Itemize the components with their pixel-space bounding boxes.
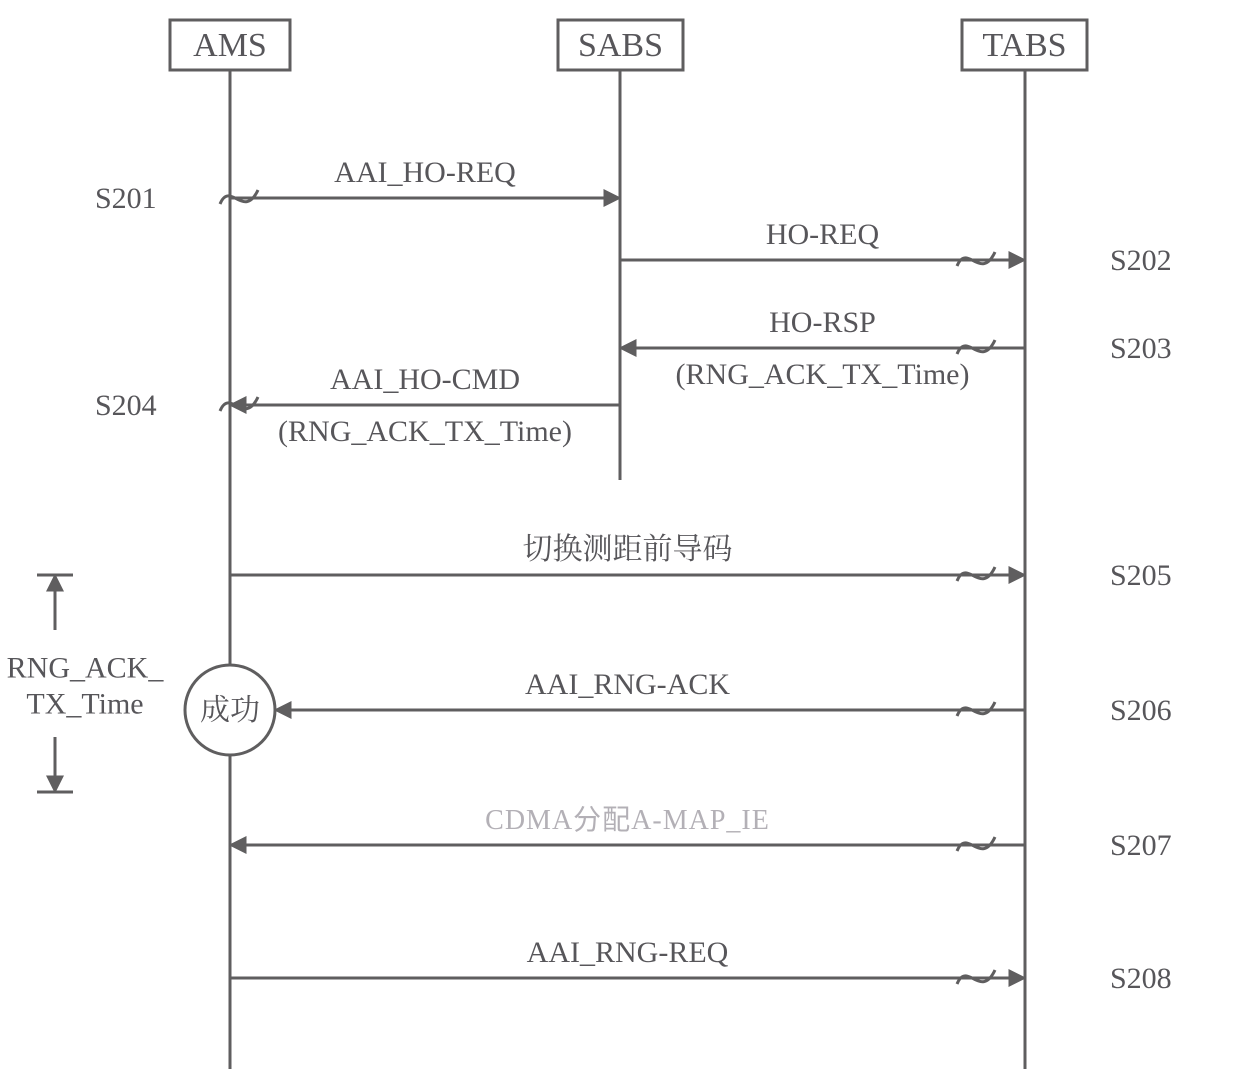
arrow-s205-label-cjk: 切换测距前导码	[523, 524, 733, 568]
arrow-s206: AAI_RNG-ACK S206	[275, 668, 1172, 727]
arrow-s207-label-hatched: CDMA分配A-MAP_IE	[485, 805, 770, 836]
step-label-s208: S208	[1110, 962, 1172, 995]
lifeline-tabs: TABS	[962, 20, 1087, 1069]
arrow-s201: AAI_HO-REQ S201	[95, 156, 620, 215]
arrow-s205: 切换测距前导码 S205	[230, 524, 1172, 592]
step-label-s204: S204	[95, 389, 157, 422]
success-node-label: 成功	[200, 685, 260, 729]
lifeline-tabs-label: TABS	[982, 27, 1066, 64]
arrow-s204-label1: AAI_HO-CMD	[330, 363, 520, 396]
arrow-s203: HO-RSP (RNG_ACK_TX_Time) S203	[620, 306, 1172, 391]
success-node: 成功	[185, 665, 275, 755]
lifeline-ams-label: AMS	[193, 27, 267, 64]
step-label-s207: S207	[1110, 829, 1172, 862]
lifeline-sabs-label: SABS	[578, 27, 663, 64]
arrow-s208-label1: AAI_RNG-REQ	[527, 936, 729, 969]
arrow-s206-label1: AAI_RNG-ACK	[525, 668, 730, 701]
time-bracket: RNG_ACK_TX_Time	[7, 575, 165, 792]
arrow-s208: AAI_RNG-REQ S208	[230, 936, 1172, 995]
arrow-s207: CDMA分配A-MAP_IE S207	[230, 805, 1172, 862]
arrow-s202-label1: HO-REQ	[766, 218, 880, 251]
time-bracket-label1: RNG_ACK_	[7, 652, 165, 685]
lifeline-ams: AMS	[170, 20, 290, 1069]
arrow-s201-label1: AAI_HO-REQ	[334, 156, 516, 189]
arrow-s203-label1: HO-RSP	[769, 306, 876, 339]
step-label-s202: S202	[1110, 244, 1172, 277]
arrow-s203-label2: (RNG_ACK_TX_Time)	[676, 358, 970, 391]
step-label-s205: S205	[1110, 559, 1172, 592]
arrow-s204-label2: (RNG_ACK_TX_Time)	[278, 415, 572, 448]
time-bracket-label2: TX_Time	[26, 688, 143, 721]
arrow-s202: HO-REQ S202	[620, 218, 1172, 277]
arrow-s204: AAI_HO-CMD (RNG_ACK_TX_Time) S204	[95, 363, 620, 448]
lifeline-sabs: SABS	[558, 20, 683, 480]
step-label-s201: S201	[95, 182, 157, 215]
step-label-s206: S206	[1110, 694, 1172, 727]
step-label-s203: S203	[1110, 332, 1172, 365]
